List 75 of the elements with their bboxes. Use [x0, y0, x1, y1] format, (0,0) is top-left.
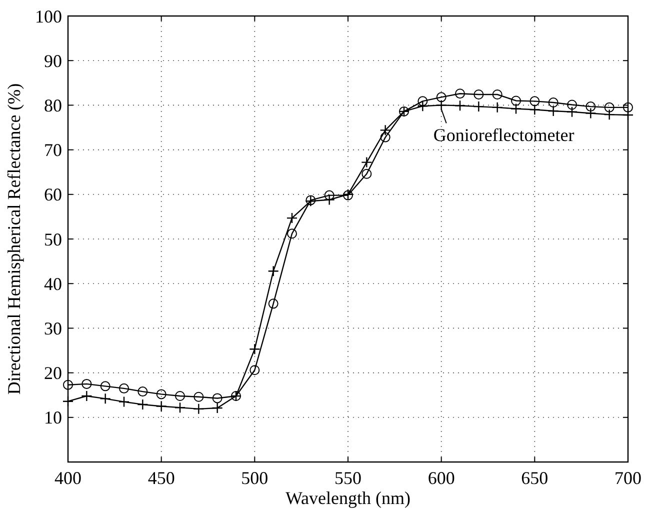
point	[492, 102, 503, 114]
point	[492, 89, 502, 100]
point	[231, 390, 241, 401]
x-tick-label: 600	[428, 468, 455, 488]
point	[566, 106, 578, 118]
point	[455, 88, 465, 99]
point	[548, 98, 558, 108]
y-tick-label: 90	[44, 50, 62, 71]
point	[100, 381, 110, 392]
point	[417, 100, 428, 112]
point	[380, 124, 391, 136]
point	[81, 390, 92, 402]
point	[454, 100, 466, 112]
point	[418, 96, 428, 106]
point	[436, 92, 446, 102]
point	[604, 102, 614, 112]
point	[548, 105, 559, 117]
point	[212, 393, 222, 404]
point	[175, 390, 185, 401]
point	[138, 386, 148, 397]
point	[212, 402, 223, 414]
y-tick-label: 20	[44, 363, 62, 384]
y-axis-title: Directional Hemispherical Reflectance (%)	[4, 83, 24, 395]
point	[604, 108, 615, 120]
point	[529, 104, 540, 116]
point	[380, 132, 390, 142]
point	[156, 389, 166, 400]
point	[119, 383, 129, 394]
point	[586, 102, 596, 112]
point	[585, 108, 596, 119]
point	[324, 194, 335, 206]
x-tick-label: 650	[521, 468, 548, 488]
point	[156, 400, 167, 412]
point	[510, 103, 522, 114]
point	[62, 396, 74, 407]
y-tick-label: 10	[44, 408, 62, 428]
point	[286, 212, 298, 224]
point	[268, 298, 278, 309]
x-tick-label: 400	[54, 468, 82, 488]
y-tick-label: 100	[35, 6, 62, 26]
point	[622, 109, 634, 121]
point	[193, 403, 204, 415]
point	[82, 378, 92, 389]
x-tick-label: 450	[148, 468, 175, 488]
x-tick-label: 500	[241, 468, 268, 488]
point	[137, 398, 148, 410]
point	[287, 228, 297, 239]
point	[249, 344, 260, 355]
point	[324, 190, 334, 200]
x-tick-label: 700	[614, 468, 642, 488]
y-tick-label: 70	[44, 140, 62, 160]
point	[100, 393, 111, 404]
point	[399, 106, 409, 116]
point	[194, 392, 204, 402]
point	[118, 396, 130, 408]
y-tick-label: 50	[44, 229, 62, 250]
point	[474, 89, 484, 100]
y-tick-label: 40	[44, 274, 62, 294]
point	[174, 402, 186, 414]
point	[63, 380, 73, 390]
y-tick-label: 60	[44, 184, 62, 205]
y-tick-label: 80	[44, 96, 62, 116]
x-axis-title: Wavelength (nm)	[285, 488, 411, 508]
point	[473, 100, 484, 112]
point	[250, 365, 260, 376]
point	[530, 96, 540, 106]
legend-label: Gonioreflectometer	[433, 125, 574, 146]
point	[567, 100, 577, 110]
x-tick-label: 550	[334, 468, 362, 488]
point	[623, 102, 633, 112]
point	[361, 156, 372, 168]
point	[362, 168, 372, 179]
point	[268, 266, 279, 277]
point	[511, 96, 521, 106]
y-tick-label: 30	[44, 318, 62, 338]
